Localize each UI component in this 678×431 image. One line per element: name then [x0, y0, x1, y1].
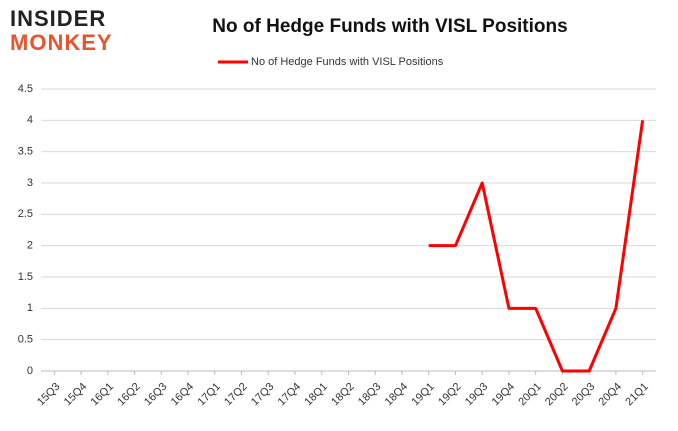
x-tick-label: 20Q3 [570, 381, 598, 409]
y-tick-label: 4.5 [18, 83, 33, 95]
y-tick-label: 0 [27, 365, 33, 377]
x-tick-label: 17Q1 [195, 381, 223, 409]
x-tick-label: 20Q1 [516, 381, 544, 409]
y-tick-label: 2 [27, 240, 33, 252]
y-tick-label: 0.5 [18, 334, 33, 346]
x-tick-label: 15Q3 [35, 381, 63, 409]
legend-label: No of Hedge Funds with VISL Positions [251, 56, 444, 68]
x-tick-label: 19Q4 [490, 381, 518, 409]
x-tick-label: 17Q4 [276, 381, 304, 409]
y-tick-label: 1.5 [18, 271, 33, 283]
x-tick-label: 16Q4 [169, 381, 197, 409]
y-tick-label: 4 [27, 114, 33, 126]
y-tick-label: 3.5 [18, 146, 33, 158]
x-tick-label: 18Q1 [302, 381, 330, 409]
x-tick-label: 17Q3 [249, 381, 277, 409]
logo-bottom: MONKEY [10, 30, 113, 55]
x-tick-label: 20Q4 [597, 381, 625, 409]
y-tick-label: 2.5 [18, 208, 33, 220]
x-tick-label: 16Q1 [89, 381, 117, 409]
y-tick-label: 1 [27, 302, 33, 314]
series-line [428, 120, 645, 373]
x-tick-label: 18Q4 [383, 381, 411, 409]
x-tick-label: 21Q1 [623, 381, 651, 409]
x-tick-label: 17Q2 [222, 381, 250, 409]
x-tick-label: 16Q3 [142, 381, 170, 409]
logo-top: INSIDER [10, 6, 106, 31]
chart-title: No of Hedge Funds with VISL Positions [212, 16, 567, 37]
y-tick-label: 3 [27, 177, 33, 189]
x-tick-label: 19Q1 [409, 381, 437, 409]
x-tick-label: 16Q2 [115, 381, 143, 409]
x-tick-label: 20Q2 [543, 381, 571, 409]
x-tick-label: 19Q3 [463, 381, 491, 409]
x-tick-label: 19Q2 [436, 381, 464, 409]
x-tick-label: 18Q2 [329, 381, 357, 409]
x-tick-label: 18Q3 [356, 381, 384, 409]
x-tick-label: 15Q4 [62, 381, 90, 409]
